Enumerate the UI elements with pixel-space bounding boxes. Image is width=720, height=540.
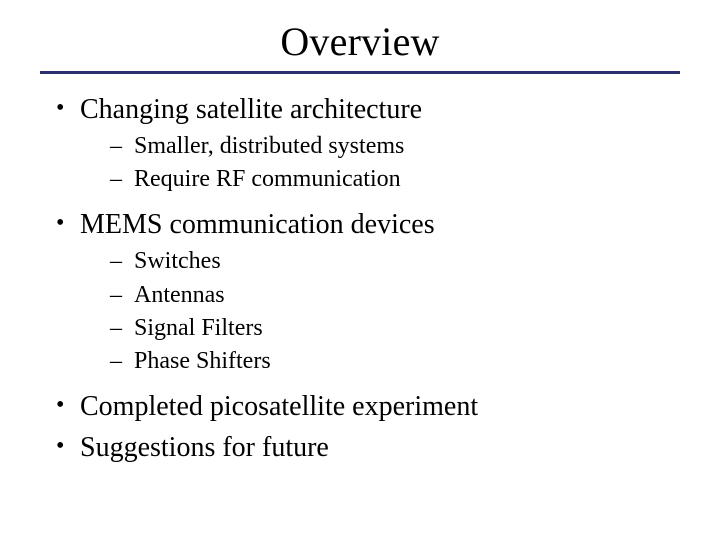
sub-bullet-item: Switches: [110, 246, 680, 277]
sub-bullet-text: Antennas: [134, 282, 225, 308]
sub-bullet-item: Signal Filters: [110, 313, 680, 344]
bullet-list: Changing satellite architecture Smaller,…: [40, 92, 680, 465]
bullet-text: Suggestions for future: [80, 432, 329, 463]
sub-bullet-list: Switches Antennas Signal Filters Phase S…: [80, 246, 680, 377]
bullet-item: Changing satellite architecture Smaller,…: [52, 92, 680, 195]
sub-bullet-item: Smaller, distributed systems: [110, 131, 680, 162]
sub-bullet-text: Smaller, distributed systems: [134, 133, 404, 159]
bullet-text: Changing satellite architecture: [80, 94, 422, 125]
sub-bullet-item: Phase Shifters: [110, 346, 680, 377]
sub-bullet-item: Require RF communication: [110, 164, 680, 195]
slide-title: Overview: [40, 18, 680, 65]
bullet-item: MEMS communication devices Switches Ante…: [52, 207, 680, 377]
bullet-item: Suggestions for future: [52, 430, 680, 465]
sub-bullet-item: Antennas: [110, 280, 680, 311]
bullet-text: Completed picosatellite experiment: [80, 391, 478, 422]
sub-bullet-text: Require RF communication: [134, 166, 401, 192]
sub-bullet-text: Phase Shifters: [134, 348, 271, 374]
title-underline: [40, 71, 680, 74]
bullet-item: Completed picosatellite experiment: [52, 389, 680, 424]
sub-bullet-list: Smaller, distributed systems Require RF …: [80, 131, 680, 195]
sub-bullet-text: Switches: [134, 248, 221, 274]
slide: Overview Changing satellite architecture…: [0, 0, 720, 540]
sub-bullet-text: Signal Filters: [134, 315, 263, 341]
bullet-text: MEMS communication devices: [80, 209, 435, 240]
